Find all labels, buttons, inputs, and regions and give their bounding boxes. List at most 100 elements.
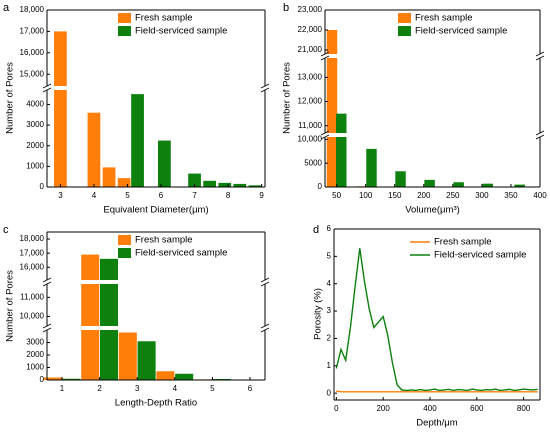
y-tick-label: 4000: [26, 100, 44, 109]
y-tick-label: 15,000: [20, 69, 45, 78]
y-tick-label: 2000: [26, 141, 44, 150]
bar: [326, 30, 338, 187]
bar: [233, 183, 247, 187]
bar: [156, 371, 175, 380]
panel-label: b: [283, 2, 289, 14]
bar: [203, 180, 217, 187]
x-tick-label: 200: [417, 191, 431, 200]
x-tick-label: 4: [92, 191, 97, 200]
bar: [54, 31, 67, 188]
y-axis-title: Number of Pores: [5, 270, 16, 342]
bar: [218, 182, 232, 187]
x-tick-label: 3: [135, 384, 140, 393]
y-tick-label: 0: [318, 182, 323, 191]
y-tick-label: 21,000: [298, 45, 323, 54]
y-tick-label: 18,000: [20, 234, 45, 243]
y-tick-label: 1: [327, 361, 332, 370]
x-tick-label: 5: [210, 384, 215, 393]
x-tick-label: 5: [125, 191, 130, 200]
bar: [117, 178, 131, 187]
bar: [43, 377, 62, 380]
y-tick-label: 3000: [26, 120, 44, 129]
x-tick-label: 200: [376, 404, 390, 413]
y-tick-label: 11,000: [298, 121, 322, 130]
y-axis-title: Number of Pores: [282, 62, 293, 134]
x-tick-label: 6: [248, 384, 253, 393]
y-tick-label: 16,000: [20, 262, 45, 271]
x-tick-label: 2: [97, 384, 102, 393]
y-tick-label: 17,000: [20, 248, 45, 257]
y-tick-label: 6: [327, 224, 332, 233]
bar: [482, 183, 493, 187]
y-tick-label: 1000: [26, 363, 44, 372]
bar: [366, 148, 377, 187]
y-tick-label: 17,000: [20, 27, 45, 36]
x-tick-label: 800: [517, 404, 531, 413]
x-tick-label: 150: [388, 191, 402, 200]
y-tick-label: 16,000: [20, 48, 45, 57]
bar: [453, 182, 464, 187]
bar: [102, 167, 116, 187]
legend-label: Fresh sample: [415, 13, 473, 24]
legend-label: Fresh sample: [135, 235, 193, 246]
bar: [81, 254, 100, 380]
y-tick-label: 12,000: [298, 97, 323, 106]
x-tick-label: 600: [470, 404, 484, 413]
y-tick-label: 10,000: [20, 312, 45, 321]
y-axis-title: Number of Pores: [5, 62, 16, 134]
x-tick-label: 300: [475, 191, 489, 200]
bar: [188, 173, 201, 187]
y-tick-label: 18,000: [20, 5, 45, 14]
x-tick-label: 0: [334, 404, 339, 413]
axis-break: [46, 326, 266, 330]
y-tick-label: 3000: [26, 338, 44, 347]
x-tick-label: 100: [359, 191, 373, 200]
line-series: [336, 390, 538, 393]
x-tick-label: 4: [173, 384, 178, 393]
bar: [424, 179, 435, 187]
legend-label: Field-serviced sample: [135, 248, 227, 259]
y-axis-title: Porosity (%): [313, 288, 324, 340]
y-tick-label: 22,000: [298, 25, 323, 34]
axis-break: [324, 54, 541, 58]
x-axis-title: Depth/μm: [416, 418, 457, 429]
x-tick-label: 9: [259, 191, 264, 200]
x-axis-title: Equivalent Diameter(μm): [103, 205, 208, 216]
x-tick-label: 1: [60, 384, 65, 393]
bar: [118, 332, 137, 380]
legend-label: Fresh sample: [434, 237, 492, 248]
panel-label: c: [3, 224, 9, 236]
legend-swatch: [118, 248, 131, 258]
legend-swatch: [118, 26, 131, 36]
x-tick-label: 400: [423, 404, 437, 413]
bar: [248, 185, 262, 187]
x-tick-label: 3: [58, 191, 63, 200]
y-tick-label: 10,000: [298, 134, 323, 143]
bar: [87, 112, 101, 187]
bar: [514, 184, 525, 187]
x-tick-label: 7: [192, 191, 197, 200]
bar: [336, 113, 347, 187]
x-axis-title: Length-Depth Ratio: [115, 398, 197, 409]
bar: [395, 171, 406, 187]
legend-swatch: [398, 26, 411, 36]
y-tick-label: 3: [327, 306, 332, 315]
axis-break: [46, 86, 266, 90]
panel-label: a: [3, 2, 10, 14]
y-tick-label: 0: [40, 182, 45, 191]
axis-break: [324, 133, 541, 137]
y-tick-label: 2000: [26, 350, 44, 359]
x-tick-label: 250: [446, 191, 460, 200]
legend-label: Fresh sample: [135, 13, 193, 24]
bar: [175, 373, 194, 380]
x-axis-title: Volume(μm³): [405, 205, 460, 216]
y-tick-label: 0: [327, 388, 332, 397]
x-tick-label: 350: [504, 191, 518, 200]
legend-swatch: [398, 13, 411, 23]
bar: [137, 341, 156, 380]
legend-swatch: [118, 13, 131, 23]
bar: [99, 258, 119, 380]
x-tick-label: 6: [159, 191, 164, 200]
y-tick-label: 5: [327, 251, 332, 260]
